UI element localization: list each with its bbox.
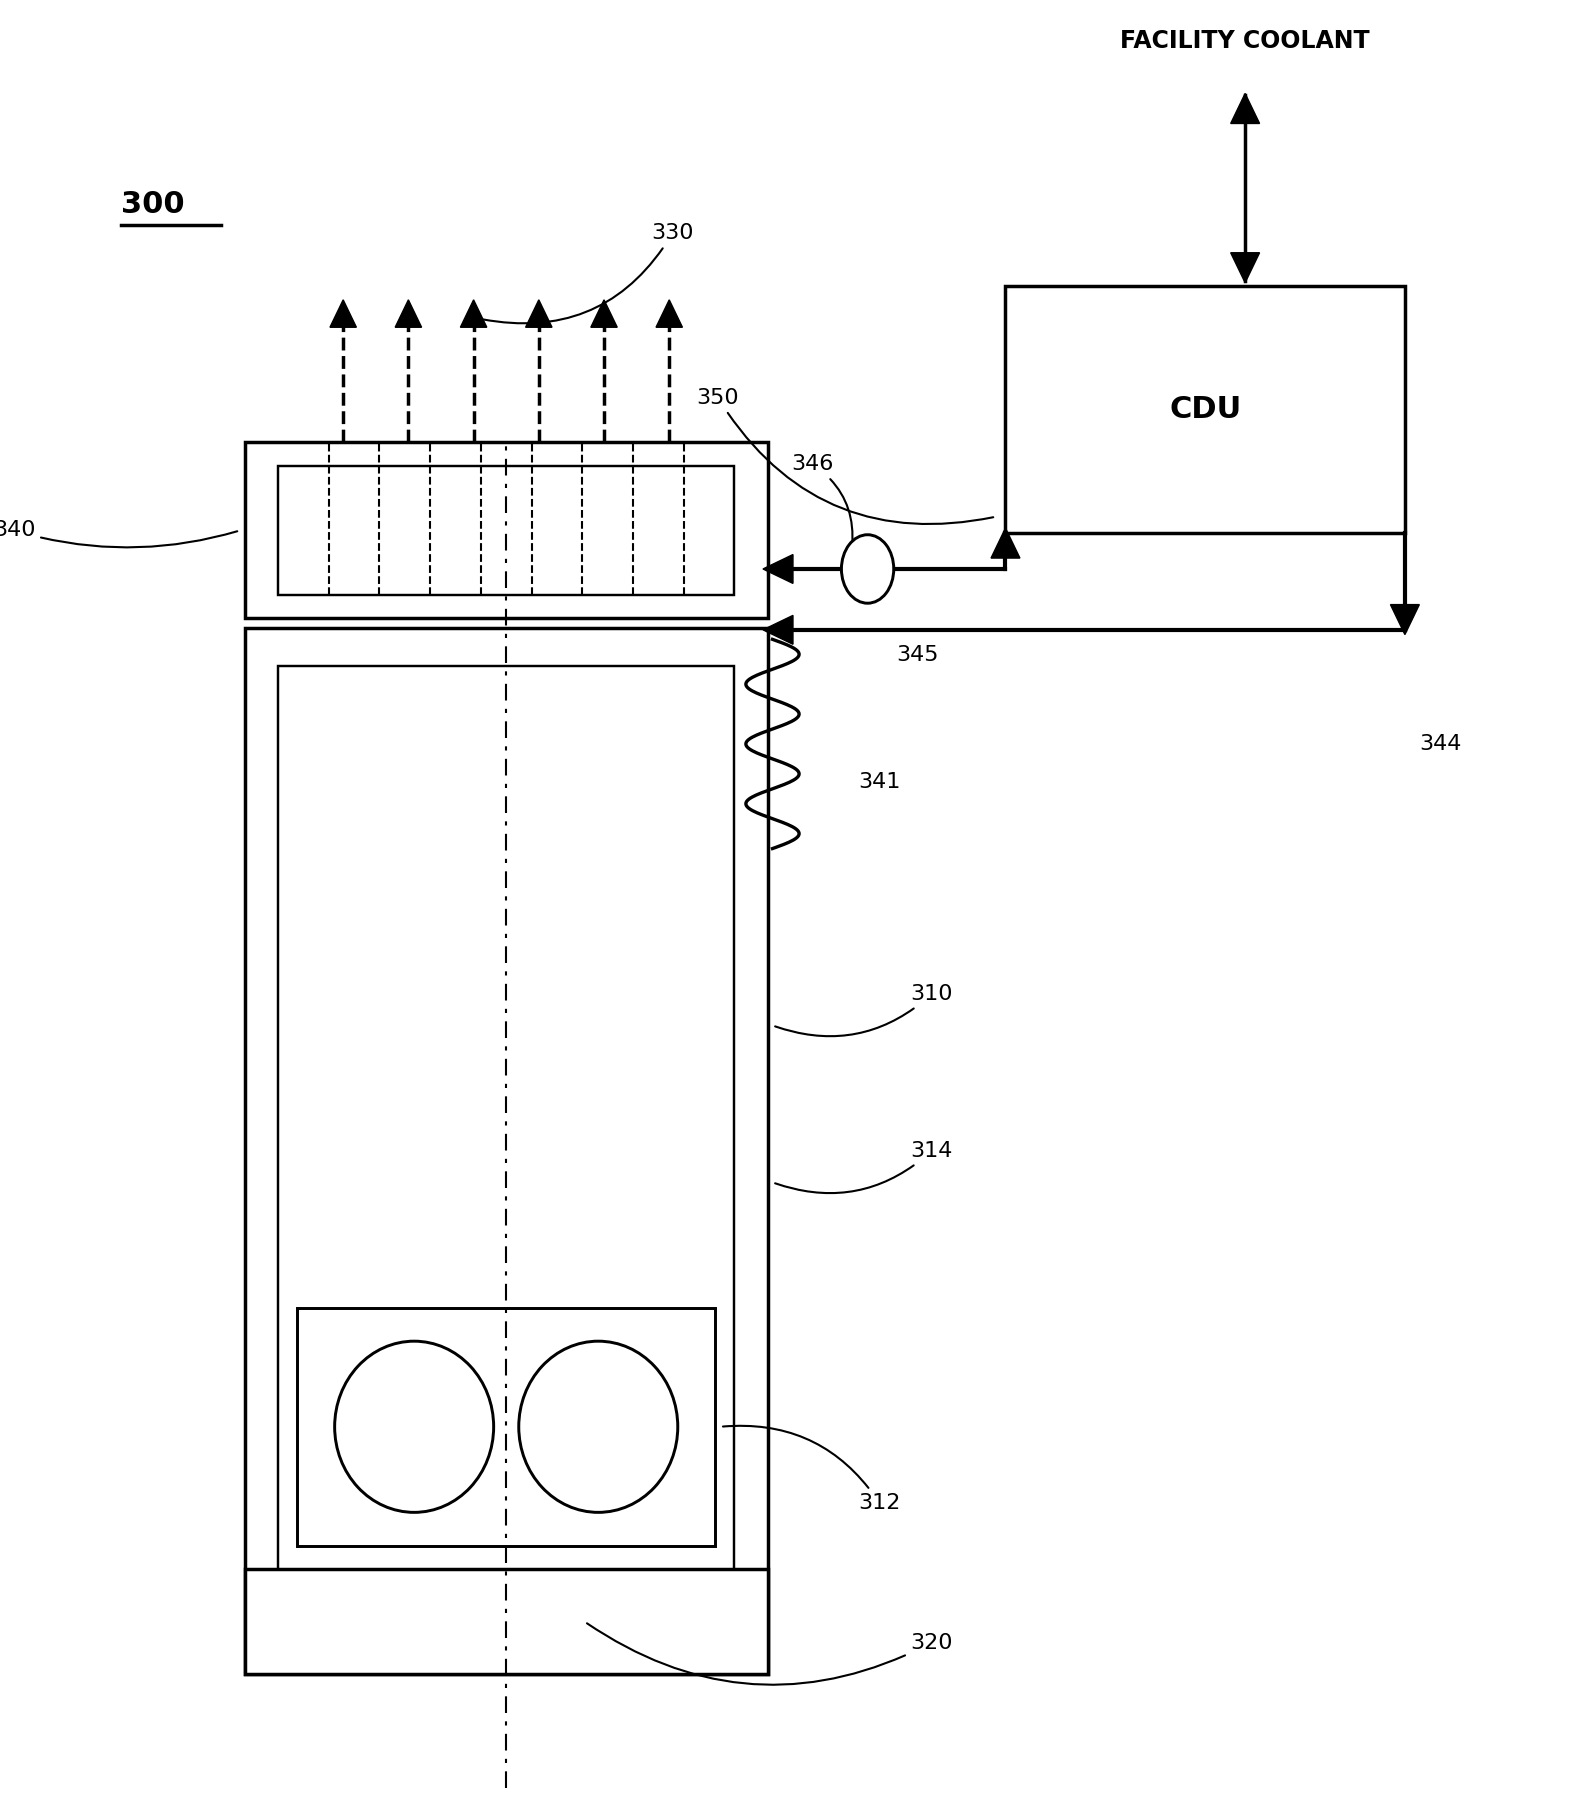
Polygon shape [526, 300, 552, 327]
Polygon shape [460, 300, 487, 327]
Bar [296, 1307, 715, 1545]
Polygon shape [1230, 93, 1260, 124]
Text: 310: 310 [775, 984, 953, 1036]
Polygon shape [762, 554, 792, 584]
Text: 344: 344 [1419, 734, 1461, 754]
Polygon shape [762, 616, 792, 644]
Text: FACILITY COOLANT: FACILITY COOLANT [1121, 29, 1369, 53]
Polygon shape [330, 300, 357, 327]
Text: 346: 346 [791, 454, 853, 545]
Text: 320: 320 [586, 1623, 953, 1685]
Ellipse shape [334, 1342, 493, 1513]
Text: 330: 330 [483, 224, 694, 324]
Text: CDU: CDU [1170, 395, 1241, 424]
Ellipse shape [842, 534, 894, 604]
Text: 312: 312 [723, 1425, 900, 1513]
Bar [277, 465, 734, 594]
Bar [244, 442, 767, 618]
Polygon shape [395, 300, 422, 327]
Bar [1005, 285, 1404, 533]
Text: 300: 300 [120, 191, 185, 218]
Polygon shape [1230, 253, 1260, 284]
Text: 314: 314 [775, 1142, 953, 1193]
Bar [277, 665, 734, 1642]
Text: 340: 340 [0, 520, 238, 547]
Polygon shape [991, 527, 1019, 558]
Polygon shape [656, 300, 683, 327]
Bar [244, 627, 767, 1674]
Polygon shape [591, 300, 617, 327]
Text: 350: 350 [696, 387, 994, 524]
Polygon shape [1390, 605, 1419, 634]
Bar [244, 1569, 767, 1674]
Text: 345: 345 [896, 645, 938, 665]
Ellipse shape [518, 1342, 678, 1513]
Text: 341: 341 [857, 773, 900, 793]
